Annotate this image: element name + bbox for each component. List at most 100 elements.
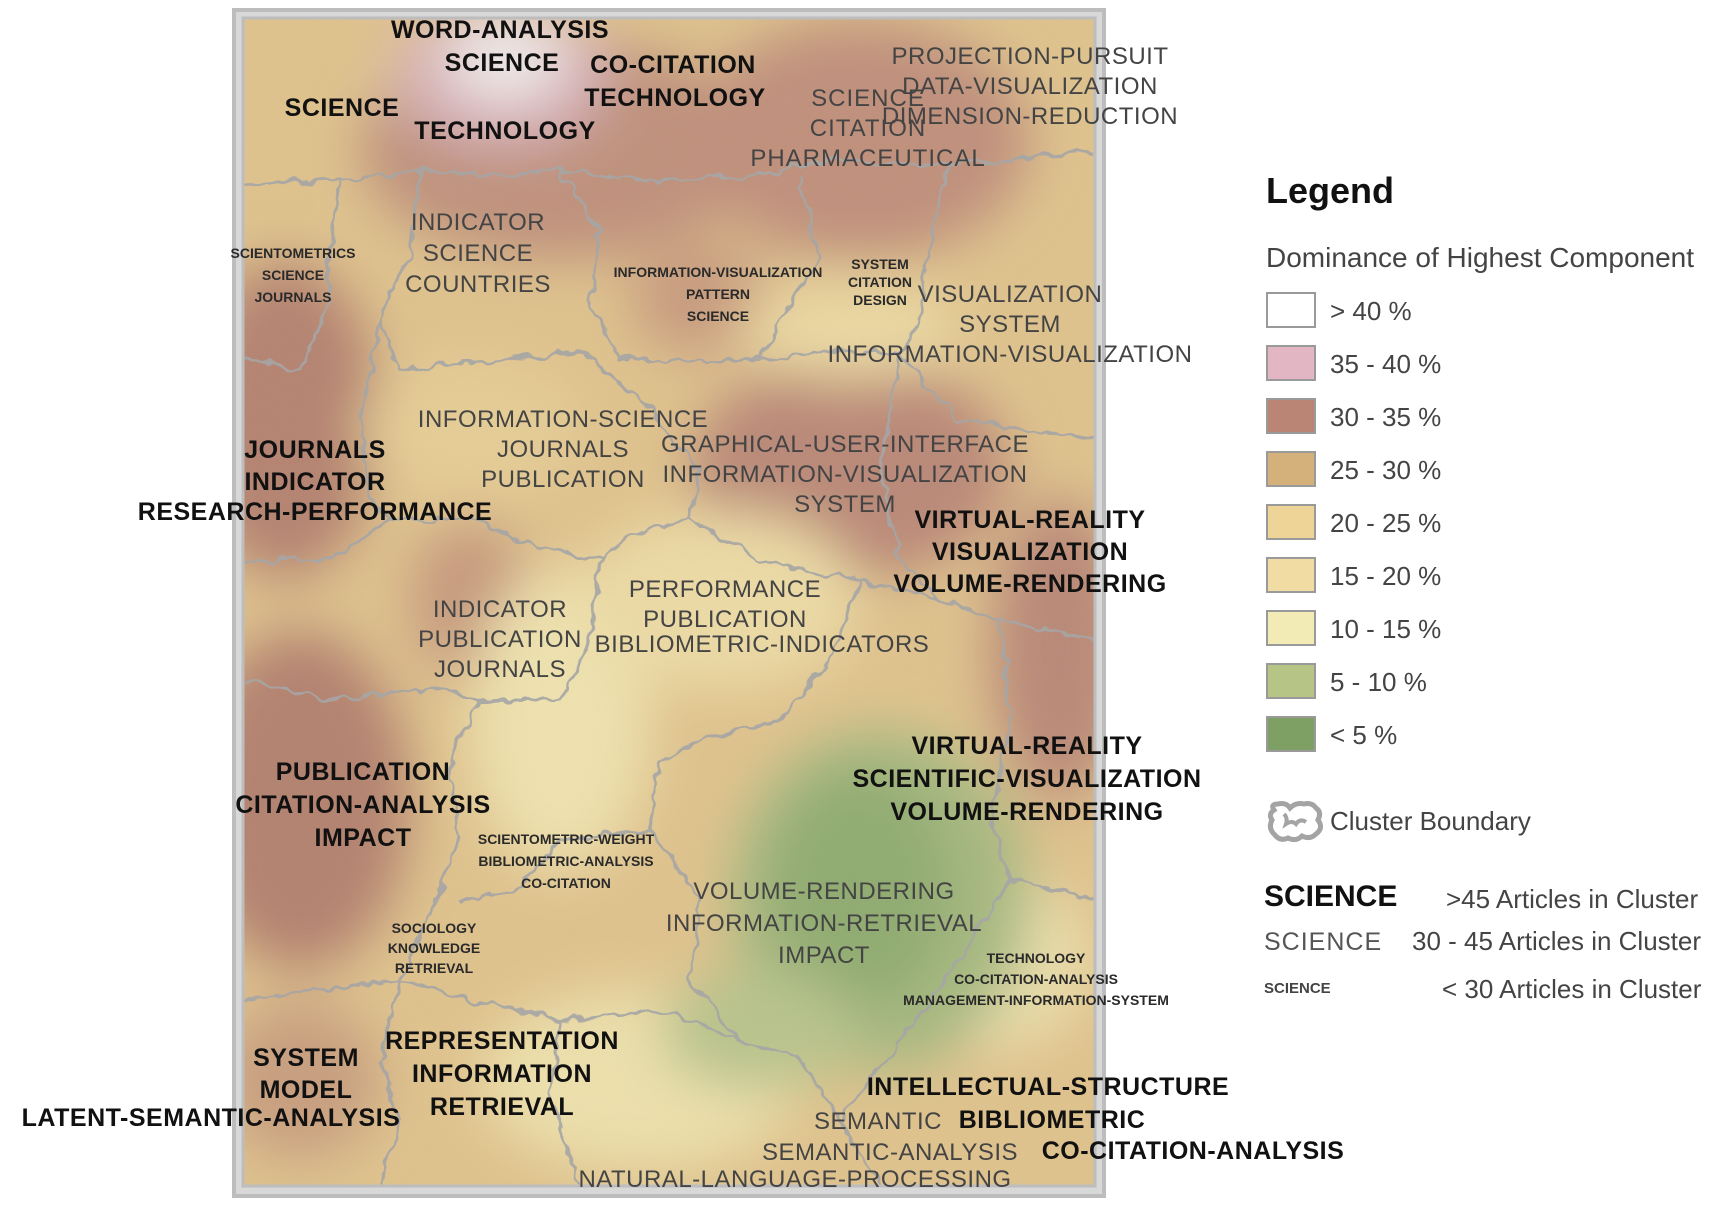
label-line: SCIENCE [444,49,560,77]
legend-swatch [1266,557,1316,593]
legend-class-label: 10 - 15 % [1330,614,1442,644]
legend-swatch [1266,292,1316,328]
legend-swatch [1266,663,1316,699]
label-line: VOLUME-RENDERING [693,878,955,905]
label-line: PERFORMANCE [628,576,822,603]
label-line: PATTERN [685,286,751,302]
cluster-boundary-icon [1267,801,1324,843]
size-desc: >45 Articles in Cluster [1446,884,1699,914]
label-line: NATURAL-LANGUAGE-PROCESSING [578,1166,1012,1193]
cluster-label: SEMANTIC-ANALYSIS [762,1141,1018,1165]
label-line: DIMENSION-REDUCTION [881,103,1179,130]
cluster-label: REPRESENTATION INFORMATION RETRIEVAL [385,1025,619,1124]
cluster-label: TECHNOLOGY CO-CITATION-ANALYSIS MANAGEME… [903,948,1169,1011]
label-line: PUBLICATION [275,758,451,786]
label-line: TECHNOLOGY [986,950,1086,966]
legend-class-label: 25 - 30 % [1330,455,1442,485]
label-line: SCIENCE [811,85,925,112]
cluster-label: SYSTEM MODEL [253,1042,359,1106]
label-line: SYSTEM [794,491,896,518]
label-line: KNOWLEDGE [387,940,481,956]
cluster-label: PERFORMANCE PUBLICATION [629,575,821,635]
label-line: PUBLICATION [643,606,807,633]
label-line: INTELLECTUAL-STRUCTURE [866,1073,1230,1101]
label-line: CITATION-ANALYSIS [235,791,491,819]
label-line: TECHNOLOGY [584,84,766,112]
label-line: INFORMATION-RETRIEVAL [665,910,983,937]
label-line: INFORMATION-VISUALIZATION [613,264,823,280]
legend-class-label: 15 - 20 % [1330,561,1442,591]
label-line: SEMANTIC-ANALYSIS [761,1139,1019,1166]
label-line: SCIENTOMETRICS [230,245,356,261]
legend-subtitle: Dominance of Highest Component [1266,242,1695,273]
label-line: MODEL [259,1076,353,1104]
label-line: SCIENCE [261,267,325,283]
legend-class-label: 5 - 10 % [1330,667,1427,697]
legend-title: Legend [1266,170,1395,211]
label-line: JOURNALS [433,656,567,683]
label-line: SYSTEM [959,311,1061,338]
label-line: SYSTEM [851,256,909,272]
dominance-surface [243,18,1095,1186]
label-line: JOURNALS [254,289,332,305]
label-line: RETRIEVAL [429,1093,575,1121]
label-line: INFORMATION [411,1060,592,1088]
label-line: RESEARCH-PERFORMANCE [137,498,493,526]
cluster-label: SCIENTOMETRIC-WEIGHT BIBLIOMETRIC-ANALYS… [478,828,654,894]
cluster-label: INFORMATION-VISUALIZATION PATTERN SCIENC… [614,261,823,327]
cluster-label: TECHNOLOGY [414,119,595,144]
label-line: COUNTRIES [405,271,551,298]
cluster-label: INTELLECTUAL-STRUCTURE [867,1075,1229,1100]
cluster-label: RESEARCH-PERFORMANCE [138,500,492,525]
label-line: INDICATOR [432,596,568,623]
label-line: CO-CITATION-ANALYSIS [1041,1137,1345,1165]
legend-swatch [1266,398,1316,434]
cluster-label: CO-CITATION [590,53,756,78]
label-line: SCIENTIFIC-VISUALIZATION [852,765,1202,793]
cluster-label: BIBLIOMETRIC-INDICATORS [595,633,930,657]
cluster-label: GRAPHICAL-USER-INTERFACE INFORMATION-VIS… [661,430,1029,520]
label-line: LATENT-SEMANTIC-ANALYSIS [21,1104,401,1132]
cluster-label: PUBLICATION CITATION-ANALYSIS IMPACT [235,756,490,855]
cluster-label: SOCIOLOGY KNOWLEDGE RETRIEVAL [388,918,481,978]
label-line: DATA-VISUALIZATION [902,73,1158,100]
cluster-label: NATURAL-LANGUAGE-PROCESSING [578,1168,1011,1192]
cluster-label: SEMANTIC [814,1110,942,1134]
label-line: VISUALIZATION [931,538,1129,566]
cluster-label: VIRTUAL-REALITY SCIENTIFIC-VISUALIZATION… [852,730,1201,829]
label-line: BIBLIOMETRIC-INDICATORS [594,631,930,658]
label-line: VIRTUAL-REALITY [911,732,1143,760]
label-line: PUBLICATION [418,626,582,653]
legend-class-label: 35 - 40 % [1330,349,1442,379]
label-line: JOURNALS [496,436,630,463]
legend-swatch [1266,345,1316,381]
size-desc: 30 - 45 Articles in Cluster [1412,926,1702,956]
cluster-label: PROJECTION-PURSUIT DATA-VISUALIZATION DI… [882,42,1178,132]
cluster-label: SCIENCE [285,96,400,121]
label-line: CO-CITATION [590,51,756,79]
label-line: BIBLIOMETRIC [958,1106,1146,1134]
cluster-label: SCIENCE CITATION PHARMACEUTICAL [750,84,985,174]
cluster-label: SYSTEM CITATION DESIGN [848,255,912,309]
size-sample: SCIENCE [1264,880,1398,913]
label-line: VOLUME-RENDERING [893,570,1167,598]
label-line: CO-CITATION [521,875,611,891]
legend-class-label: 30 - 35 % [1330,402,1442,432]
cluster-label: SCIENTOMETRICS SCIENCE JOURNALS [231,242,356,308]
label-line: VIRTUAL-REALITY [914,506,1146,534]
label-line: INDICATOR [244,468,386,496]
label-line: SEMANTIC [813,1108,943,1135]
label-line: IMPACT [314,824,412,852]
label-line: INFORMATION-VISUALIZATION [662,461,1028,488]
cluster-boundary-label: Cluster Boundary [1330,806,1531,836]
label-line: SCIENCE [284,94,400,122]
cluster-label: VISUALIZATION SYSTEM INFORMATION-VISUALI… [828,280,1193,370]
label-line: INFORMATION-SCIENCE [417,406,709,433]
label-line: RETRIEVAL [394,960,474,976]
cluster-label: JOURNALS INDICATOR [244,434,386,498]
cluster-boundaries [243,148,1095,1186]
cluster-label: TECHNOLOGY [584,86,765,111]
label-line: DESIGN [853,292,907,308]
label-line: WORD-ANALYSIS [390,16,610,44]
